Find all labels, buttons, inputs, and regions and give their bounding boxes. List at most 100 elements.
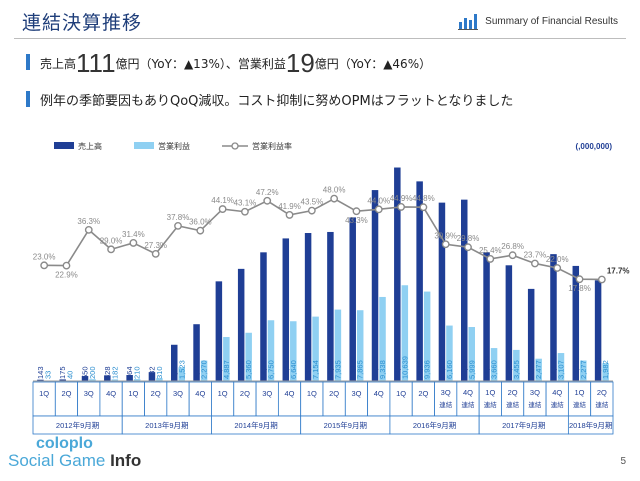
- margin-point: [196, 226, 205, 235]
- quarter-tick-label: 1Q: [128, 389, 138, 398]
- profit-data-label: 9,338: [378, 360, 387, 379]
- revenue-data-label: 20,150: [460, 356, 469, 379]
- profit-bar: [156, 378, 163, 381]
- profit-bar: [290, 321, 297, 381]
- profit-bar: [580, 360, 587, 381]
- margin-point: [263, 196, 272, 205]
- legend-swatch-revenue: [54, 142, 74, 149]
- quarter-tick-label: 2Q: [597, 388, 607, 397]
- quarter-cell: [144, 381, 168, 417]
- profit-bar: [513, 349, 520, 381]
- profit-data-label: 1,982: [601, 360, 610, 379]
- quarter-tick-label: 1Q: [575, 388, 585, 397]
- quarter-cell: [233, 381, 257, 417]
- profit-data-label: 2,477: [534, 360, 543, 379]
- revenue-data-label: 175: [58, 366, 67, 379]
- quarter-tick-label: 3Q: [173, 389, 183, 398]
- quarter-tick-label: 3Q: [84, 389, 94, 398]
- margin-point: [285, 211, 294, 219]
- profit-data-label: 2,270: [200, 360, 209, 379]
- quarter-tick-label: 2Q: [329, 389, 339, 398]
- quarter-cell: [54, 381, 79, 417]
- margin-point: [397, 203, 405, 211]
- quarter-tick-label: 2Q: [61, 389, 71, 398]
- profit-bar: [423, 291, 431, 381]
- revenue-data-label: 22,181: [415, 356, 424, 379]
- bullet-marker: [26, 91, 30, 107]
- revenue-data-label: 21,213: [371, 356, 380, 379]
- margin-data-label: 29.8%: [457, 234, 480, 243]
- margin-point: [486, 255, 495, 263]
- profit-data-label: 200: [88, 366, 97, 379]
- revenue-data-label: 14,310: [482, 356, 491, 379]
- margin-point: [174, 221, 182, 230]
- profit-bar: [401, 285, 409, 381]
- period-label: 2017年9月期: [502, 420, 545, 430]
- headline-part2: 億円（YoY：▲13%）、営業利益: [115, 57, 286, 71]
- revenue-bar: [81, 376, 89, 381]
- quarter-tick-label: 4Q: [463, 388, 473, 397]
- margin-data-label: 44.9%: [390, 194, 413, 203]
- profit-bar: [267, 320, 275, 381]
- quarter-cell: [344, 381, 369, 417]
- header-divider: [14, 38, 626, 39]
- profit-bar: [334, 309, 342, 381]
- revenue-data-label: 11,073: [214, 357, 223, 379]
- quarter-tick-label: 3Q: [262, 389, 272, 398]
- period-cell: [567, 415, 614, 435]
- profit-bar: [446, 325, 453, 381]
- margin-data-label: 43.1%: [234, 199, 257, 208]
- profit-data-label: 4,887: [222, 360, 231, 379]
- margin-data-label: 31.4%: [122, 230, 145, 239]
- quarter-cell: [367, 381, 391, 417]
- logo: coloplo Social Game Info: [6, 435, 146, 475]
- revenue-data-label: 16,560: [326, 356, 335, 379]
- revenue-bar: [416, 181, 423, 381]
- quarter-tick-label: 2Q: [508, 388, 518, 397]
- legend-marker-margin: [231, 142, 239, 150]
- quarter-cell: [211, 381, 235, 417]
- profit-data-label: 7,154: [311, 360, 320, 379]
- revenue-bar: [327, 231, 334, 381]
- quarter-tick-label: 2Q: [151, 389, 161, 398]
- profit-data-label: 5,360: [244, 360, 253, 379]
- period-label: 2018年9月期: [569, 420, 612, 430]
- revenue-data-label: 982: [147, 366, 156, 379]
- revenue-bar: [371, 190, 379, 381]
- revenue-data-label: 12,460: [237, 356, 246, 379]
- revenue-data-label: 628: [103, 366, 112, 379]
- profit-bar: [223, 337, 230, 381]
- quarter-tick-label: 4Q: [106, 389, 116, 398]
- margin-point: [129, 239, 138, 247]
- margin-point: [218, 205, 227, 213]
- profit-bar: [535, 358, 542, 381]
- profit-bar: [602, 363, 609, 381]
- revenue-data-label: 18,176: [348, 356, 357, 379]
- logo-top: coloplo: [36, 435, 93, 452]
- quarter-cell: [77, 381, 101, 417]
- margin-data-label: 43.3%: [345, 216, 368, 225]
- revenue-data-label: 550: [81, 366, 90, 379]
- revenue-bar: [572, 265, 580, 381]
- profit-bar: [356, 310, 364, 381]
- profit-bar: [379, 296, 386, 381]
- subtitle-block: Summary of Financial Results: [457, 12, 618, 30]
- quarter-tick-sublabel: 連結: [439, 400, 453, 409]
- period-label: 2014年9月期: [234, 420, 277, 430]
- profit-bar: [178, 367, 185, 381]
- revenue-bar: [483, 252, 490, 381]
- margin-data-label: 41.9%: [278, 202, 301, 211]
- quarter-cell: [300, 381, 324, 417]
- margin-point: [553, 264, 562, 272]
- revenue-bar: [550, 254, 557, 381]
- profit-data-label: 3,455: [512, 360, 521, 379]
- margin-data-label: 36.0%: [189, 218, 212, 227]
- profit-bar: [111, 379, 119, 381]
- margin-data-label: 27.3%: [144, 241, 167, 250]
- bar-chart-icon: [458, 14, 479, 30]
- margin-data-label: 47.2%: [256, 188, 279, 197]
- revenue-data-label: 14,297: [259, 356, 268, 379]
- quarter-cell: [411, 381, 435, 417]
- profit-bar: [89, 379, 96, 381]
